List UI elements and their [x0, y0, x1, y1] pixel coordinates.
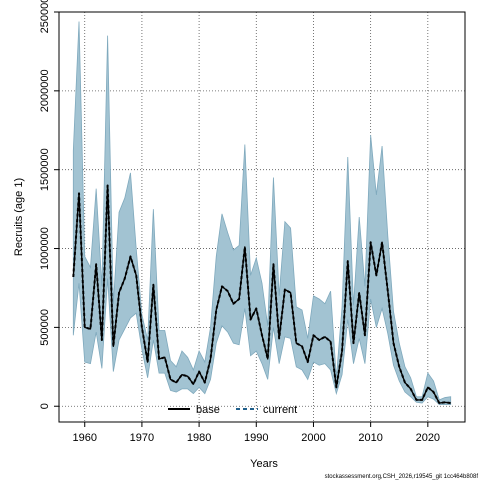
series-lines	[72, 184, 451, 405]
legend-current-label: current	[263, 404, 297, 416]
y-tick-label: 2500000	[39, 0, 51, 33]
series-line-current	[72, 184, 451, 405]
y-axis-title: Recruits (age 1)	[13, 178, 25, 256]
x-axis-title: Years	[250, 458, 278, 470]
x-tick-label: 1990	[244, 432, 268, 444]
x-tick-label: 1960	[72, 432, 96, 444]
y-tick-label: 1500000	[39, 148, 51, 191]
y-tick-label: 2000000	[39, 69, 51, 112]
x-tick-label: 2020	[416, 432, 440, 444]
x-tick-label: 1980	[187, 432, 211, 444]
y-tick-label: 500000	[39, 309, 51, 346]
plot-frame	[58, 11, 466, 423]
x-tick-label: 1970	[130, 432, 154, 444]
x-tick-label: 2010	[358, 432, 382, 444]
x-tick-label: 2000	[301, 432, 325, 444]
footer-source: stockassessment.org,CSH_2026,r19545_git …	[325, 474, 479, 480]
y-tick-label: 0	[39, 403, 51, 409]
y-tick-label: 1000000	[39, 227, 51, 270]
legend: base current	[168, 404, 297, 416]
legend-base-label: base	[196, 404, 220, 416]
confidence-band-area	[72, 21, 452, 406]
confidence-band	[72, 21, 452, 406]
x-axis: 1960 1970 1980 1990 2000 2010 2020	[72, 422, 440, 444]
y-axis: 0 500000 1000000 1500000 2000000 2500000	[39, 0, 59, 409]
